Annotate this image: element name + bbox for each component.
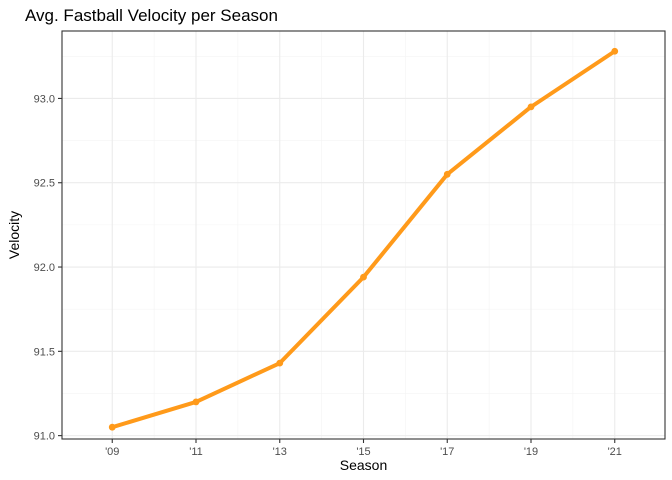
data-point: [611, 47, 619, 55]
x-tick-label: '11: [189, 446, 203, 458]
x-tick-label: '21: [608, 446, 622, 458]
x-tick-label: '17: [440, 446, 454, 458]
data-point: [527, 103, 535, 111]
data-point: [276, 359, 284, 367]
y-tick-label: 93.0: [34, 93, 55, 105]
x-tick-label: '09: [105, 446, 119, 458]
y-tick-label: 91.0: [34, 431, 55, 443]
series-layer: [108, 47, 619, 431]
data-point: [443, 170, 451, 178]
y-tick-label: 92.0: [34, 262, 55, 274]
x-tick-label: '15: [356, 446, 370, 458]
data-point: [192, 398, 200, 406]
y-axis: 91.0 91.5 92.0 92.5 93.0: [34, 93, 62, 443]
x-axis: '09 '11 '13 '15 '17 '19 '21: [105, 439, 622, 458]
y-tick-label: 91.5: [34, 346, 55, 358]
data-point: [360, 273, 367, 281]
x-tick-label: '19: [524, 446, 538, 458]
x-axis-label: Season: [340, 457, 387, 473]
y-tick-label: 92.5: [34, 178, 55, 190]
y-axis-label: Velocity: [6, 211, 22, 259]
x-tick-label: '13: [273, 446, 287, 458]
chart-title: Avg. Fastball Velocity per Season: [25, 6, 278, 25]
data-point: [108, 423, 116, 431]
grid: [62, 31, 665, 439]
